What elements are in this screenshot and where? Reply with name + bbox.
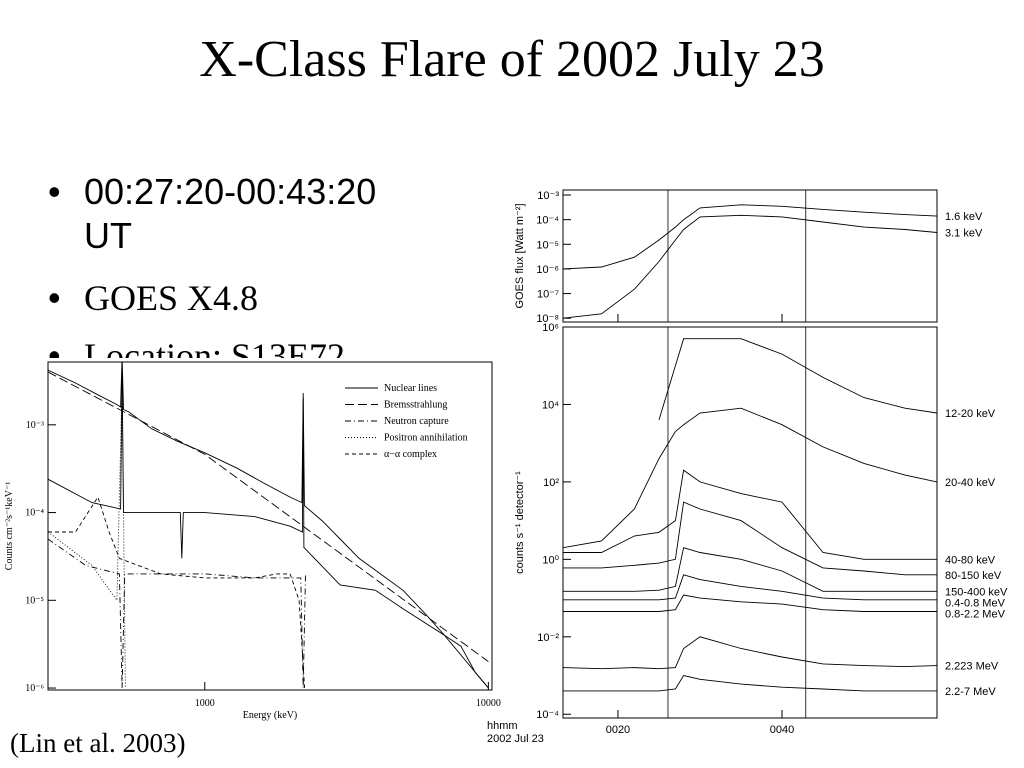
data-line [563,407,937,549]
series-label: 150-400 keV [945,586,1008,598]
y-axis-label: counts s⁻¹ detector⁻¹ [514,471,526,574]
y-tick-label: 10⁻⁵ [536,239,559,251]
y-tick-label: 10⁻² [537,632,559,644]
slide-title: X-Class Flare of 2002 July 23 [199,31,825,88]
data-line [563,547,937,592]
y-tick-label: 10⁰ [542,554,559,566]
y-tick-label: 10⁻⁵ [25,595,44,606]
series-label: 2.223 MeV [945,661,999,673]
data-line [563,574,937,601]
legend-label: α−α complex [384,449,437,460]
y-tick-label: 10⁻³ [537,190,559,202]
series-label: 1.6 keV [945,211,983,223]
y-tick-label: 10⁻³ [26,420,44,431]
series-label: 40-80 keV [945,554,996,566]
series-label: 0.4-0.8 MeV [945,597,1006,609]
y-tick-label: 10⁻⁶ [536,264,559,276]
y-tick-label: 10⁴ [542,399,559,411]
data-line [563,214,937,319]
x-tick-label: 10000 [476,698,501,709]
series-label: 80-150 keV [945,570,1002,582]
data-line [48,382,126,689]
data-line [563,469,937,560]
data-line [563,636,937,670]
x-axis-label: Energy (keV) [243,710,298,721]
y-tick-label: 10⁻⁴ [536,709,559,721]
data-line [563,674,937,692]
bullet-text: 00:27:20-00:43:20 UT [84,171,377,256]
series-label: 20-40 keV [945,477,996,489]
series-label: 0.8-2.2 MeV [945,608,1006,620]
series-label: 12-20 keV [945,408,996,420]
data-line [48,371,489,662]
plot-frame [562,326,938,719]
legend-label: Bremsstrahlung [384,400,447,411]
x-tick-label: 0040 [770,724,794,736]
bullet-text: GOES X4.8 [84,278,259,318]
y-tick-label: 10² [543,477,559,489]
legend-label: Neutron capture [384,416,449,427]
y-tick-label: 10⁻⁴ [25,508,44,519]
y-axis-label: GOES flux [Watt m⁻²] [514,203,526,308]
legend-label: Positron annihilation [384,433,468,444]
figure-background [0,358,505,728]
citation: (Lin et al. 2003) [10,728,186,758]
date-label: 2002 Jul 23 [487,733,544,745]
data-line [563,501,937,576]
series-label: 2.2-7 MeV [945,686,996,698]
data-line [563,594,937,612]
x-tick-label: 0020 [606,724,630,736]
y-tick-label: 10⁻⁸ [536,313,559,325]
plot-frame [562,189,938,323]
y-axis-label: Counts cm⁻²s⁻¹keV⁻¹ [4,482,15,570]
y-tick-label: 10⁻⁷ [537,289,559,301]
y-tick-label: 10⁻⁶ [25,683,44,694]
y-tick-label: 10⁶ [542,322,559,334]
plot-frame [47,361,493,691]
y-tick-label: 10⁻⁴ [536,215,559,227]
data-line [48,538,306,689]
legend-label: Nuclear lines [384,383,437,394]
series-label: 3.1 keV [945,228,983,240]
data-line [48,362,489,689]
x-tick-label: 1000 [195,698,215,709]
data-line [658,338,937,421]
x-axis-label: hhmm [487,720,518,732]
data-line [563,204,937,270]
